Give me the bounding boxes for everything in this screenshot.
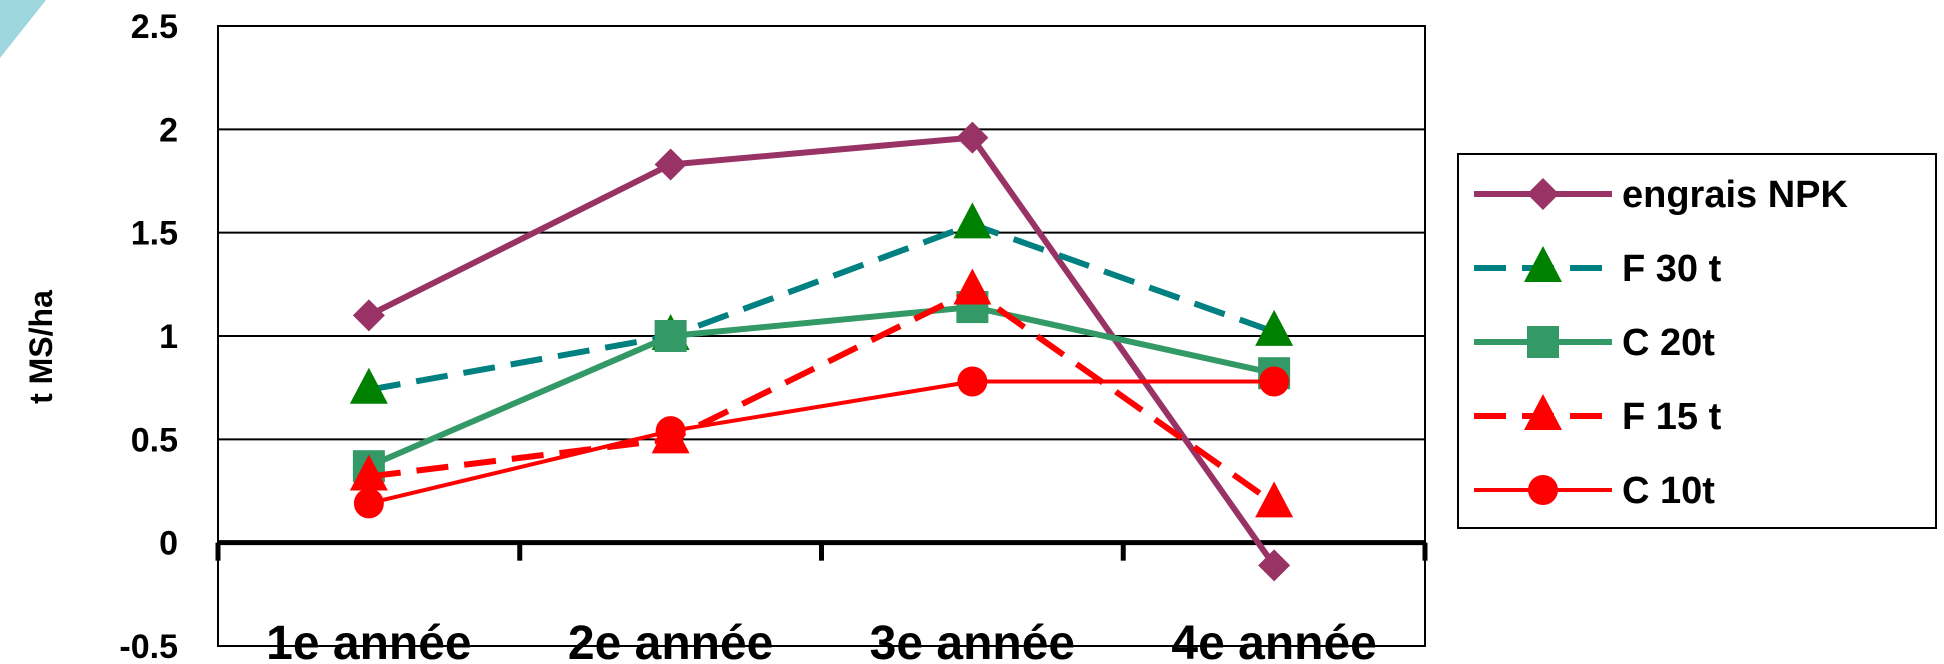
data-point xyxy=(953,202,992,239)
legend-label: engrais NPK xyxy=(1622,174,1849,216)
legend-entry: C 10t xyxy=(1474,470,1715,512)
data-point xyxy=(349,454,388,491)
x-category-label: 2e année xyxy=(568,617,773,664)
legend-label: C 20t xyxy=(1622,322,1715,364)
series-line xyxy=(367,134,1277,568)
legend-entry: engrais NPK xyxy=(1474,174,1849,216)
legend-label: C 10t xyxy=(1622,470,1715,512)
legend-entry: F 15 t xyxy=(1474,394,1722,438)
gridlines xyxy=(218,128,1425,441)
legend-label: F 30 t xyxy=(1622,248,1722,290)
y-tick-label: -0.5 xyxy=(119,628,178,664)
x-category-label: 1e année xyxy=(266,617,471,664)
series-line xyxy=(368,379,1275,506)
data-point xyxy=(349,367,388,404)
data-point xyxy=(957,366,988,397)
plot-area xyxy=(217,25,1426,647)
legend-marker xyxy=(1527,178,1559,210)
series-line xyxy=(367,304,1275,469)
x-category-label: 4e année xyxy=(1171,617,1376,664)
corner-decoration xyxy=(0,0,46,58)
y-tick-labels: -0.5 0 0.5 1 1.5 2 2.5 xyxy=(119,8,178,664)
series-c-10t xyxy=(353,366,1290,519)
axes xyxy=(215,540,1428,561)
y-tick-label: 2.5 xyxy=(131,8,178,46)
legend-marker xyxy=(1527,326,1559,358)
y-tick-label: 2 xyxy=(159,111,178,149)
y-tick-label: 0.5 xyxy=(131,421,178,459)
legend-marker xyxy=(1524,246,1562,282)
y-tick-label: 1 xyxy=(159,318,178,356)
data-point xyxy=(1255,481,1294,518)
series-line xyxy=(368,287,1276,506)
data-point xyxy=(352,299,385,332)
x-category-label: 3e année xyxy=(870,617,1075,664)
y-axis-label: t MS/ha xyxy=(23,290,59,404)
y-tick-label: 0 xyxy=(159,525,178,563)
series-f-15-t xyxy=(349,268,1294,518)
x-category-labels: 1e année 2e année 3e année 4e année xyxy=(266,617,1377,664)
legend-entry: C 20t xyxy=(1474,322,1715,364)
data-point xyxy=(1255,309,1294,346)
data-point xyxy=(654,148,687,181)
legend: engrais NPK F 30 t C 20t F 15 t C 10t xyxy=(1474,174,1849,512)
data-point xyxy=(956,121,989,154)
legend-label: F 15 t xyxy=(1622,396,1722,438)
data-point xyxy=(1258,549,1291,582)
data-point xyxy=(953,268,992,305)
legend-marker xyxy=(1524,394,1562,430)
y-tick-label: 1.5 xyxy=(131,215,178,253)
series-engrais-npk xyxy=(352,121,1291,582)
data-point xyxy=(655,416,686,447)
series-line xyxy=(368,221,1276,393)
data-point xyxy=(654,320,687,352)
data-point xyxy=(1259,366,1290,397)
series-layer xyxy=(349,121,1294,582)
legend-entry: F 30 t xyxy=(1474,246,1722,290)
legend-marker xyxy=(1528,475,1558,505)
data-point xyxy=(353,488,384,519)
